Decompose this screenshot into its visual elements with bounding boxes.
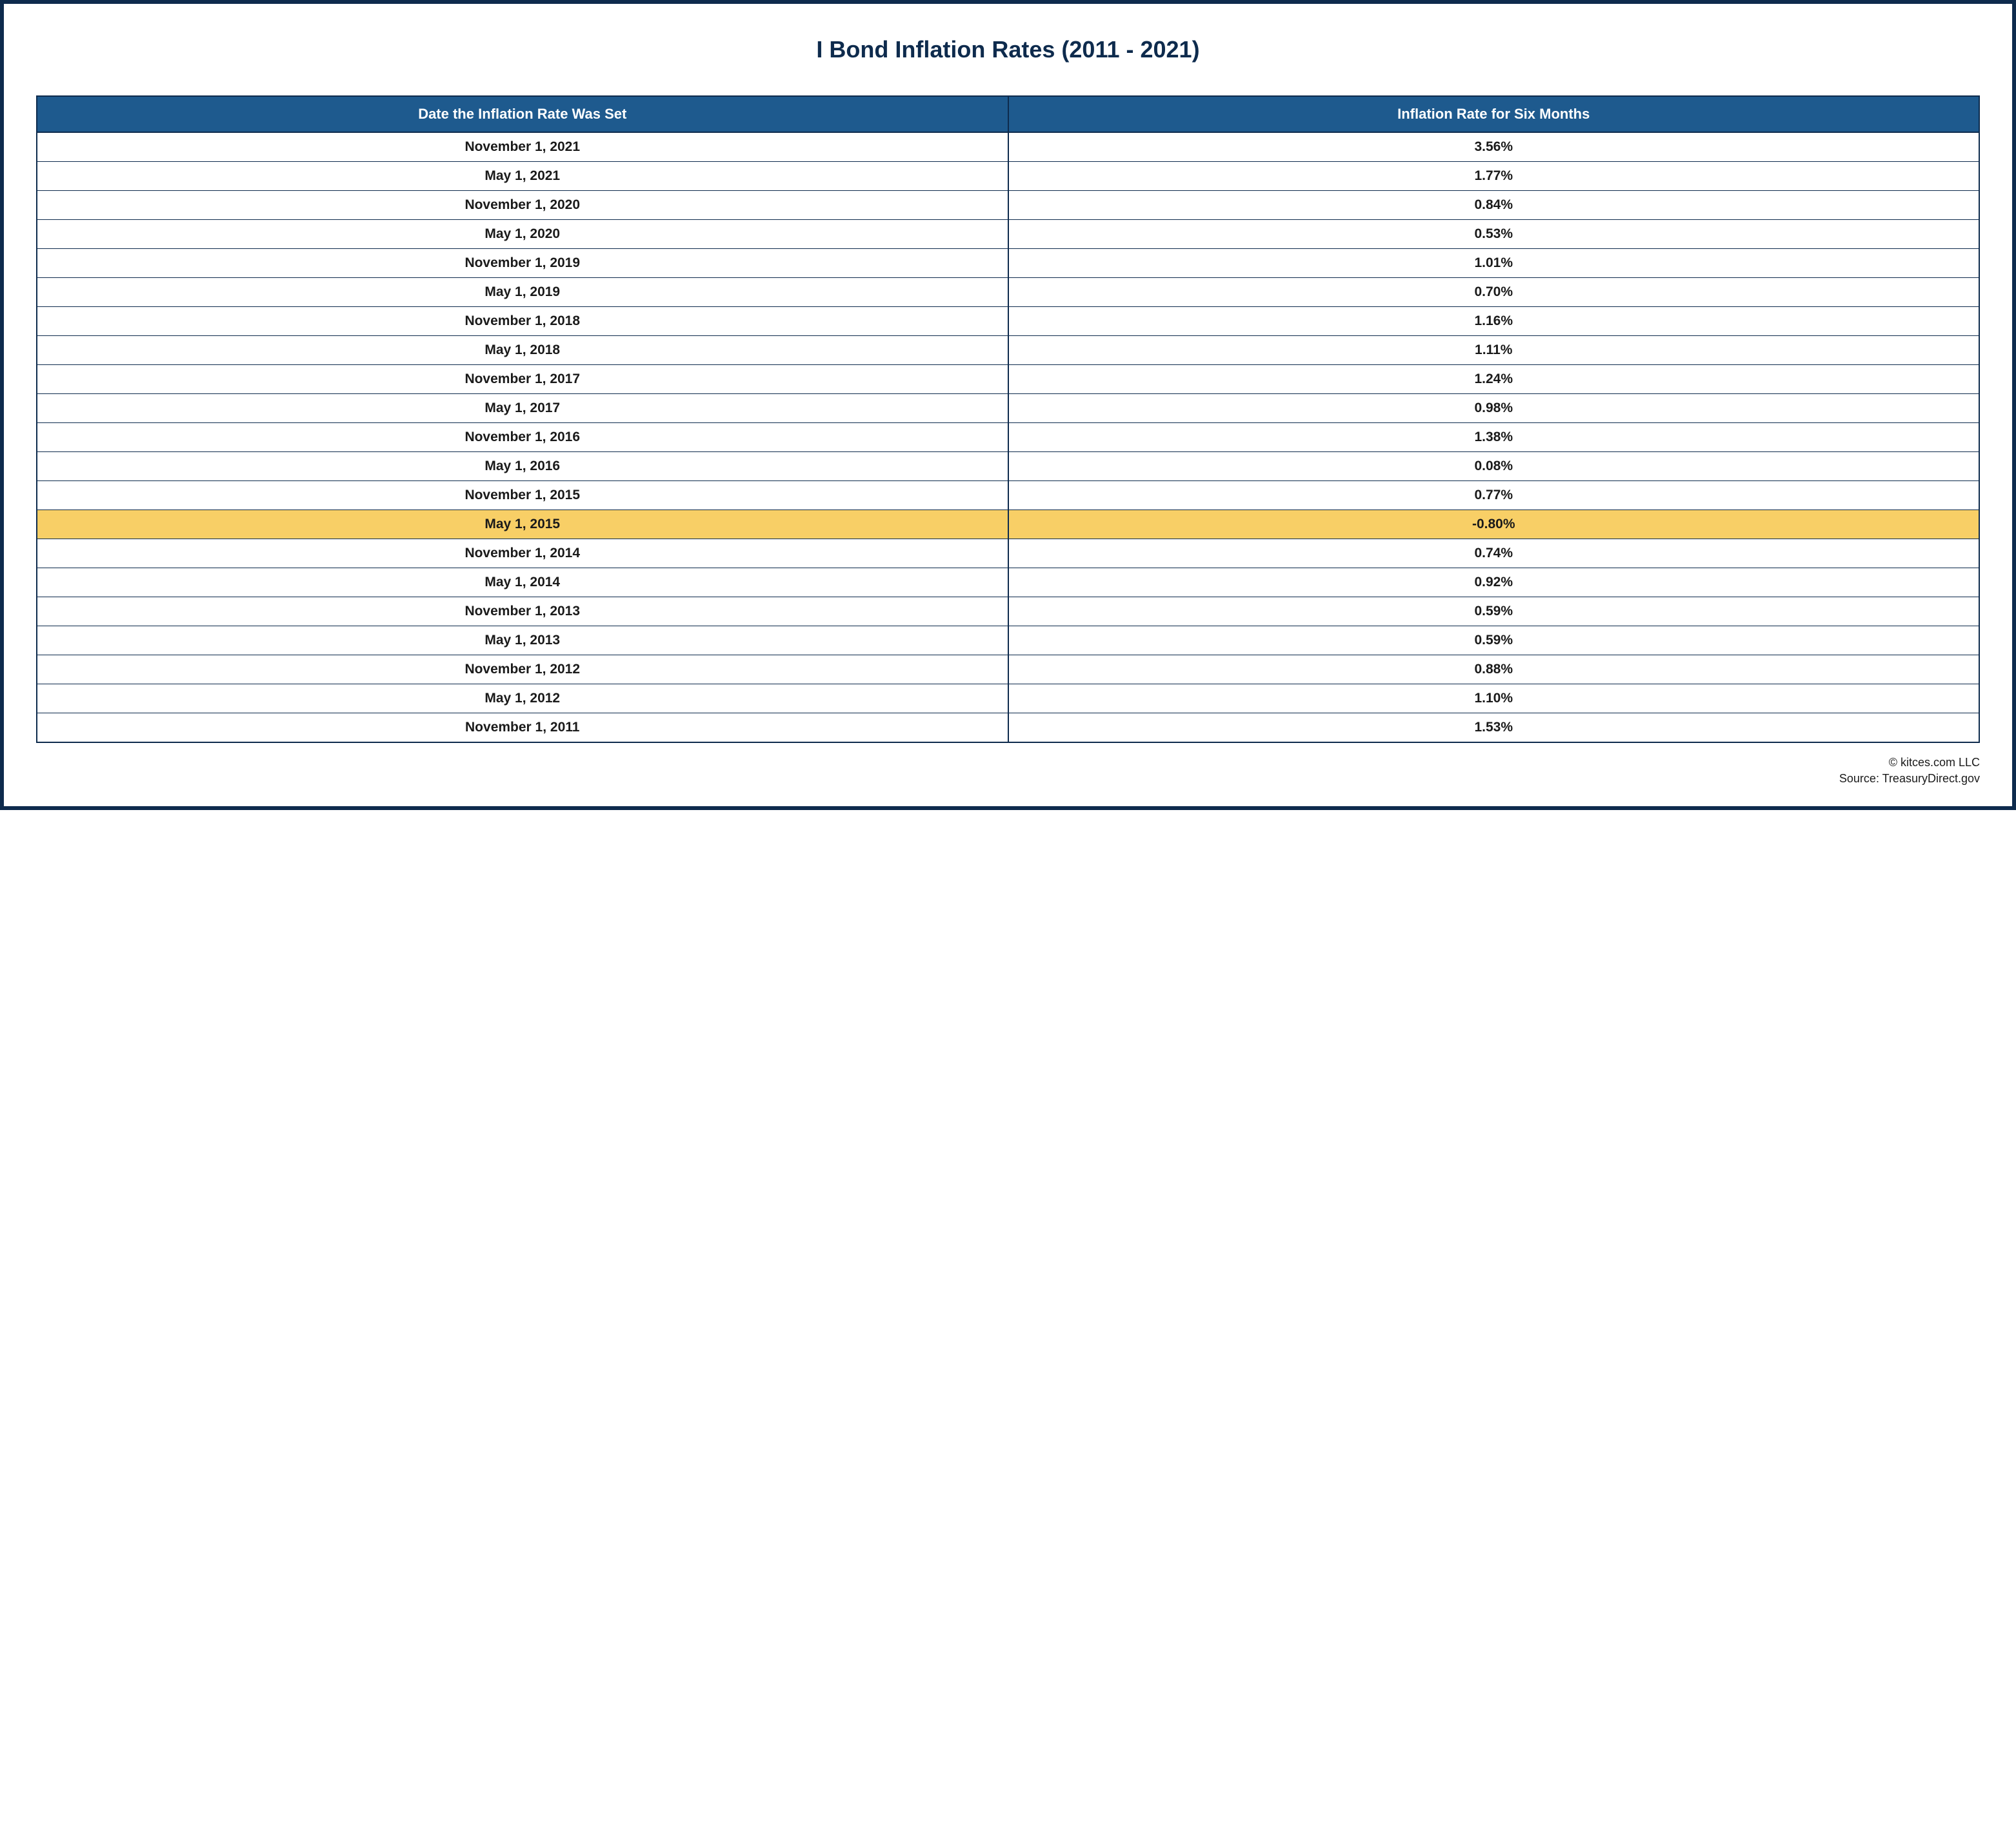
cell-date: November 1, 2015 — [37, 481, 1008, 510]
cell-date: November 1, 2020 — [37, 191, 1008, 220]
cell-date: November 1, 2013 — [37, 597, 1008, 626]
table-row: November 1, 20161.38% — [37, 423, 1979, 452]
source-text: Source: TreasuryDirect.gov — [36, 771, 1980, 787]
table-row: May 1, 20181.11% — [37, 336, 1979, 365]
cell-rate: 0.98% — [1008, 394, 1980, 423]
table-row: May 1, 20190.70% — [37, 278, 1979, 307]
table-row: May 1, 20160.08% — [37, 452, 1979, 481]
cell-rate: 0.88% — [1008, 655, 1980, 684]
cell-date: November 1, 2014 — [37, 539, 1008, 568]
copyright-text: © kitces.com LLC — [36, 755, 1980, 771]
cell-rate: 1.77% — [1008, 162, 1980, 191]
cell-rate: 0.70% — [1008, 278, 1980, 307]
cell-rate: 0.92% — [1008, 568, 1980, 597]
cell-date: May 1, 2021 — [37, 162, 1008, 191]
cell-date: November 1, 2017 — [37, 365, 1008, 394]
table-row: November 1, 20213.56% — [37, 132, 1979, 162]
cell-date: May 1, 2019 — [37, 278, 1008, 307]
cell-rate: 0.74% — [1008, 539, 1980, 568]
cell-date: November 1, 2018 — [37, 307, 1008, 336]
table-row: November 1, 20130.59% — [37, 597, 1979, 626]
cell-rate: 1.01% — [1008, 249, 1980, 278]
cell-date: May 1, 2014 — [37, 568, 1008, 597]
cell-rate: 1.16% — [1008, 307, 1980, 336]
cell-date: November 1, 2011 — [37, 713, 1008, 743]
cell-rate: 0.08% — [1008, 452, 1980, 481]
table-row: November 1, 20111.53% — [37, 713, 1979, 743]
footer: © kitces.com LLC Source: TreasuryDirect.… — [36, 755, 1980, 787]
table-row: May 1, 20170.98% — [37, 394, 1979, 423]
cell-date: November 1, 2019 — [37, 249, 1008, 278]
cell-rate: 0.53% — [1008, 220, 1980, 249]
cell-date: May 1, 2018 — [37, 336, 1008, 365]
cell-rate: 0.77% — [1008, 481, 1980, 510]
table-row: May 1, 2015-0.80% — [37, 510, 1979, 539]
col-header-date: Date the Inflation Rate Was Set — [37, 96, 1008, 132]
table-row: November 1, 20150.77% — [37, 481, 1979, 510]
table-row: November 1, 20191.01% — [37, 249, 1979, 278]
cell-rate: 1.38% — [1008, 423, 1980, 452]
cell-rate: 0.59% — [1008, 597, 1980, 626]
cell-rate: 0.84% — [1008, 191, 1980, 220]
cell-date: May 1, 2020 — [37, 220, 1008, 249]
cell-rate: 1.11% — [1008, 336, 1980, 365]
page-title: I Bond Inflation Rates (2011 - 2021) — [36, 36, 1980, 63]
col-header-rate: Inflation Rate for Six Months — [1008, 96, 1980, 132]
cell-rate: 3.56% — [1008, 132, 1980, 162]
table-row: May 1, 20121.10% — [37, 684, 1979, 713]
cell-date: May 1, 2015 — [37, 510, 1008, 539]
cell-date: May 1, 2017 — [37, 394, 1008, 423]
table-row: May 1, 20200.53% — [37, 220, 1979, 249]
cell-date: May 1, 2012 — [37, 684, 1008, 713]
cell-date: May 1, 2016 — [37, 452, 1008, 481]
cell-date: November 1, 2021 — [37, 132, 1008, 162]
cell-rate: 0.59% — [1008, 626, 1980, 655]
cell-date: November 1, 2016 — [37, 423, 1008, 452]
table-row: May 1, 20130.59% — [37, 626, 1979, 655]
cell-rate: 1.10% — [1008, 684, 1980, 713]
table-row: May 1, 20140.92% — [37, 568, 1979, 597]
table-row: November 1, 20140.74% — [37, 539, 1979, 568]
cell-date: May 1, 2013 — [37, 626, 1008, 655]
table-row: November 1, 20200.84% — [37, 191, 1979, 220]
table-header-row: Date the Inflation Rate Was Set Inflatio… — [37, 96, 1979, 132]
cell-rate: 1.53% — [1008, 713, 1980, 743]
chart-frame: I Bond Inflation Rates (2011 - 2021) Dat… — [0, 0, 2016, 810]
table-row: November 1, 20120.88% — [37, 655, 1979, 684]
inflation-rates-table: Date the Inflation Rate Was Set Inflatio… — [36, 95, 1980, 743]
table-row: November 1, 20171.24% — [37, 365, 1979, 394]
table-row: November 1, 20181.16% — [37, 307, 1979, 336]
table-row: May 1, 20211.77% — [37, 162, 1979, 191]
cell-rate: 1.24% — [1008, 365, 1980, 394]
cell-rate: -0.80% — [1008, 510, 1980, 539]
cell-date: November 1, 2012 — [37, 655, 1008, 684]
